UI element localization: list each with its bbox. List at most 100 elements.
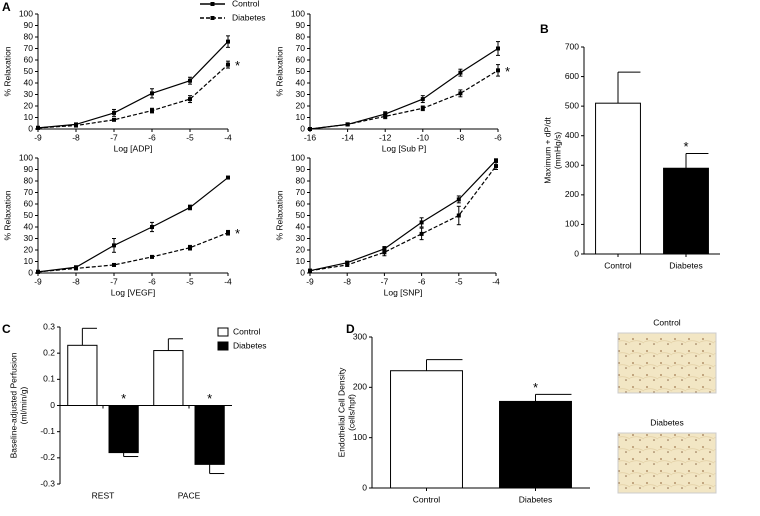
marker — [112, 262, 116, 267]
marker — [345, 262, 350, 267]
panel-label: D — [346, 322, 355, 336]
y-axis-label: (cells/hpf) — [346, 394, 356, 431]
x-tick-label: -5 — [455, 276, 463, 286]
x-tick-label: -8 — [72, 276, 80, 286]
significance-star: * — [683, 139, 688, 154]
y-tick-label: -0.1 — [40, 426, 55, 436]
bar — [595, 102, 641, 255]
y-tick-label: 60 — [24, 198, 34, 208]
y-tick-label: 600 — [565, 71, 579, 81]
bar — [67, 344, 98, 407]
bar — [663, 167, 709, 255]
legend-label: Control — [233, 326, 261, 336]
y-axis-label: % Relaxation — [2, 190, 12, 240]
y-tick-label: 20 — [24, 244, 34, 254]
y-axis-label: Endothelial Cell Density — [336, 367, 346, 458]
x-tick-label: -5 — [186, 132, 194, 142]
marker — [188, 97, 192, 102]
series-line — [309, 47, 499, 130]
marker — [496, 46, 500, 51]
image-label: Diabetes — [650, 417, 684, 427]
y-tick-label: 90 — [296, 20, 306, 30]
y-axis-label: % Relaxation — [274, 190, 284, 240]
bar — [390, 370, 463, 489]
y-tick-label: 100 — [565, 219, 579, 229]
y-tick-label: 40 — [296, 77, 306, 87]
y-tick-label: 0 — [300, 267, 305, 277]
y-tick-label: 20 — [296, 244, 306, 254]
y-tick-label: 50 — [296, 66, 306, 76]
y-tick-label: 0.2 — [43, 347, 55, 357]
y-tick-label: 50 — [24, 210, 34, 220]
y-tick-label: 0 — [362, 482, 367, 492]
x-tick-label: Control — [413, 494, 441, 504]
x-tick-label: -10 — [417, 132, 430, 142]
y-tick-label: 70 — [24, 43, 34, 53]
marker — [188, 78, 192, 83]
x-tick-label: Diabetes — [669, 260, 703, 270]
x-tick-label: -5 — [186, 276, 194, 286]
marker — [226, 39, 230, 44]
y-tick-label: 80 — [24, 175, 34, 185]
x-tick-label: Control — [604, 260, 632, 270]
y-tick-label: 100 — [291, 152, 305, 162]
marker — [382, 250, 387, 255]
marker — [150, 91, 154, 96]
series-line — [309, 159, 497, 272]
marker — [150, 108, 154, 113]
marker — [112, 110, 116, 115]
x-axis-label: Log [VEGF] — [111, 287, 155, 297]
x-axis-label: Log [ADP] — [114, 143, 153, 153]
y-tick-label: 10 — [296, 112, 306, 122]
x-tick-label: -6 — [494, 132, 502, 142]
y-tick-label: 0.3 — [43, 321, 55, 331]
marker — [226, 62, 230, 67]
x-tick-label: PACE — [178, 490, 201, 500]
y-tick-label: 20 — [296, 100, 306, 110]
y-axis-label: (mmHg/s) — [552, 132, 562, 169]
x-axis-label: Log [SNP] — [384, 287, 423, 297]
x-tick-label: -9 — [34, 276, 42, 286]
y-axis-label: Baseline-adjusted Perfusion — [8, 352, 18, 458]
marker — [36, 125, 40, 130]
y-tick-label: 100 — [19, 8, 33, 18]
legend-label: Control — [232, 0, 260, 8]
y-axis-label: (ml/min/g) — [18, 386, 28, 424]
marker — [308, 127, 312, 131]
y-tick-label: 60 — [24, 54, 34, 64]
y-tick-label: 0 — [300, 123, 305, 133]
x-tick-label: -6 — [148, 132, 156, 142]
y-tick-label: 100 — [291, 8, 305, 18]
x-tick-label: -8 — [343, 276, 351, 286]
y-tick-label: 0 — [574, 248, 579, 258]
marker — [420, 106, 425, 111]
x-tick-label: -9 — [306, 276, 314, 286]
marker — [494, 164, 498, 169]
x-tick-label: -4 — [492, 276, 500, 286]
significance-star: * — [207, 391, 212, 406]
y-tick-label: 10 — [24, 112, 34, 122]
x-tick-label: -7 — [110, 276, 118, 286]
y-tick-label: 30 — [24, 233, 34, 243]
marker — [345, 260, 350, 265]
x-tick-label: -6 — [418, 276, 426, 286]
x-tick-label: -4 — [224, 276, 232, 286]
significance-star: * — [505, 64, 510, 79]
y-tick-label: 90 — [296, 164, 306, 174]
marker — [456, 213, 461, 218]
panel-label: C — [2, 322, 11, 336]
bar — [108, 405, 139, 454]
x-tick-label: -6 — [148, 276, 156, 286]
marker — [226, 175, 230, 180]
y-tick-label: 40 — [24, 77, 34, 87]
marker — [150, 254, 154, 259]
y-axis-label: % Relaxation — [2, 46, 12, 96]
y-tick-label: 50 — [296, 210, 306, 220]
y-tick-label: 0 — [50, 400, 55, 410]
y-tick-label: 70 — [24, 187, 34, 197]
legend-label: Diabetes — [233, 340, 267, 350]
x-tick-label: -9 — [34, 132, 42, 142]
bar — [499, 400, 572, 489]
significance-star: * — [121, 391, 126, 406]
marker — [458, 91, 463, 96]
